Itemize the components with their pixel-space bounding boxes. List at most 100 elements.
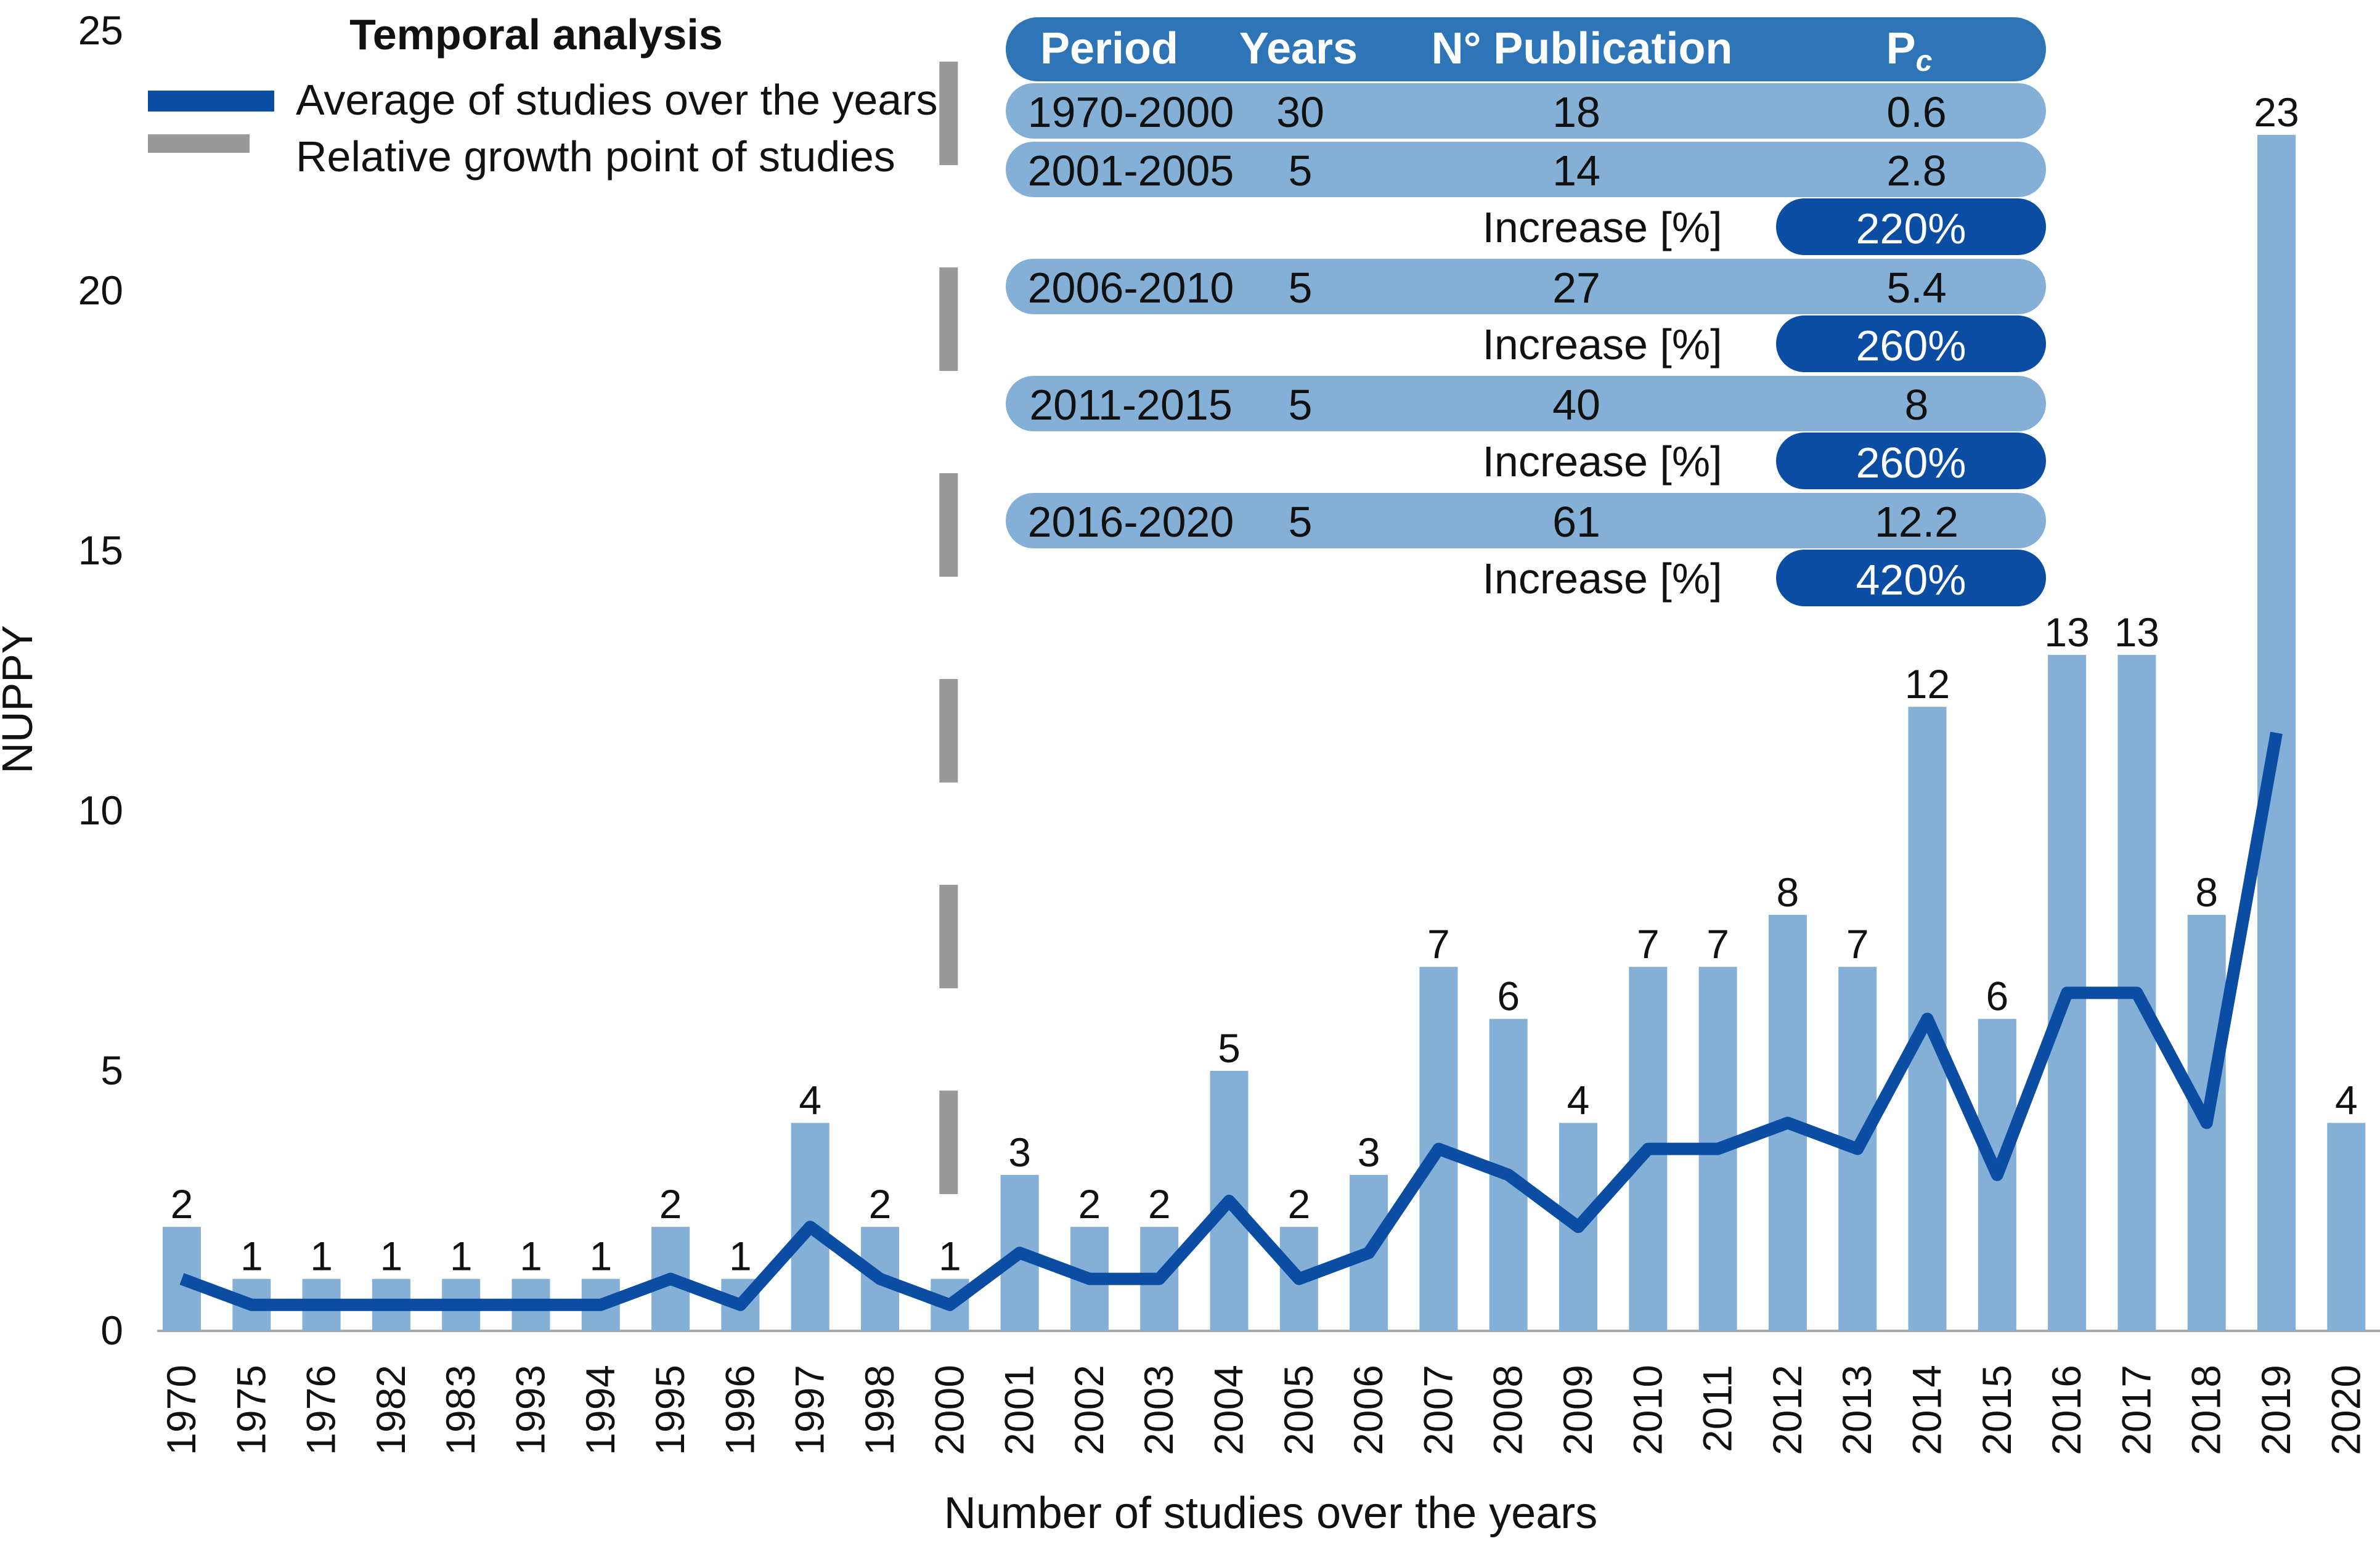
bar-2020: [2327, 1123, 2366, 1331]
table-cell-publications: 27: [1552, 264, 1600, 312]
bar-value-label-2019: 23: [2254, 89, 2299, 135]
bar-value-label-2014: 12: [1905, 661, 1950, 707]
x-tick-label-2014: 2014: [1904, 1365, 1950, 1455]
legend-title: Temporal analysis: [349, 10, 723, 59]
table-header: [1006, 17, 2046, 81]
table-cell-pc: 5.4: [1886, 264, 1946, 312]
header-pc: Pc: [1886, 24, 1933, 78]
bar-value-label-1982: 1: [380, 1234, 403, 1279]
y-tick-label: 0: [100, 1307, 123, 1353]
increase-label: Increase [%]: [1482, 555, 1722, 603]
table-cell-period: 2016-2020: [1028, 498, 1234, 546]
x-tick-label-2020: 2020: [2323, 1365, 2368, 1455]
x-tick-label-2002: 2002: [1066, 1365, 1112, 1455]
bar-value-label-2020: 4: [2335, 1077, 2358, 1123]
header-years: Years: [1239, 24, 1358, 73]
y-tick-label: 5: [100, 1047, 123, 1093]
bar-value-label-2013: 7: [1846, 921, 1869, 967]
x-tick-label-2009: 2009: [1555, 1365, 1600, 1455]
table-cell-years: 5: [1289, 498, 1313, 546]
x-tick-label-2012: 2012: [1764, 1365, 1810, 1455]
legend-label-growth: Relative growth point of studies: [296, 132, 895, 181]
bar-value-label-2010: 7: [1637, 921, 1660, 967]
period-table: Period Years N° Publication Pc 1970-2000…: [1006, 17, 2046, 606]
x-axis-tick-labels: 1970 1975 1976 1982 1983 1993 1994 1995 1996 1997…: [158, 1365, 2368, 1455]
increase-pill: [1776, 315, 2046, 372]
table-cell-publications: 40: [1552, 381, 1600, 429]
y-tick-label: 20: [78, 267, 123, 313]
y-axis-title: NUPPY: [0, 625, 41, 773]
x-tick-label-2008: 2008: [1485, 1365, 1531, 1455]
header-period: Period: [1040, 24, 1178, 73]
x-tick-label-1996: 1996: [717, 1365, 762, 1455]
x-tick-label-1983: 1983: [438, 1365, 483, 1455]
increase-pill: [1776, 433, 2046, 489]
table-cell-period: 2011-2015: [1029, 381, 1233, 429]
x-tick-label-2004: 2004: [1206, 1365, 1252, 1455]
bar-value-label-1995: 2: [659, 1181, 682, 1227]
x-tick-label-2019: 2019: [2253, 1365, 2299, 1455]
bar-value-label-1975: 1: [240, 1234, 263, 1279]
bar-value-label-1996: 1: [729, 1234, 752, 1279]
bar-value-label-2012: 8: [1777, 869, 1799, 915]
increase-value: 420%: [1856, 556, 1966, 604]
x-tick-label-2017: 2017: [2113, 1365, 2159, 1455]
header-publications: N° Publication: [1432, 24, 1733, 73]
table-cell-years: 5: [1289, 147, 1313, 195]
table-row: [1006, 493, 2046, 548]
bar-value-label-2002: 2: [1078, 1181, 1101, 1227]
x-tick-label-1975: 1975: [228, 1365, 274, 1455]
bar-value-label-2005: 2: [1287, 1181, 1310, 1227]
average-line: [179, 731, 2283, 1311]
x-tick-label-2005: 2005: [1276, 1365, 1321, 1455]
increase-pill: [1776, 550, 2046, 606]
increase-value: 260%: [1856, 439, 1966, 487]
x-tick-label-2010: 2010: [1624, 1365, 1670, 1455]
bar-value-label-2003: 2: [1148, 1181, 1171, 1227]
x-tick-label-1995: 1995: [647, 1365, 693, 1455]
x-tick-label-2001: 2001: [996, 1365, 1042, 1455]
bar-value-label-2018: 8: [2195, 869, 2218, 915]
x-tick-label-2016: 2016: [2044, 1365, 2089, 1455]
bar-value-label-1970: 2: [171, 1181, 194, 1227]
x-tick-label-1998: 1998: [857, 1365, 902, 1455]
x-tick-label-1982: 1982: [368, 1365, 414, 1455]
table-cell-pc: 2.8: [1886, 147, 1946, 195]
increase-value: 260%: [1856, 322, 1966, 370]
bar-value-label-2016: 13: [2044, 609, 2089, 655]
bar-value-label-2009: 4: [1567, 1077, 1590, 1123]
x-axis-title: Number of studies over the years: [944, 1489, 1598, 1538]
table-cell-period: 2001-2005: [1028, 147, 1234, 195]
x-tick-label-2018: 2018: [2183, 1365, 2229, 1455]
bar-value-label-1994: 1: [589, 1234, 612, 1279]
table-cell-years: 5: [1289, 381, 1313, 429]
table-cell-period: 1970-2000: [1028, 88, 1234, 136]
increase-pill: [1776, 198, 2046, 255]
bar-value-label-2006: 3: [1358, 1129, 1380, 1175]
y-tick-label: 25: [78, 7, 123, 53]
increase-label: Increase [%]: [1482, 203, 1722, 251]
bar-value-label-2000: 1: [939, 1234, 961, 1279]
table-row: [1006, 142, 2046, 197]
x-tick-label-2011: 2011: [1695, 1365, 1740, 1452]
legend-swatch-growth: [148, 134, 250, 153]
x-tick-label-1994: 1994: [577, 1365, 623, 1455]
legend-swatch-average: [148, 91, 274, 112]
table-cell-years: 5: [1289, 264, 1313, 312]
bar-value-label-1993: 1: [520, 1234, 542, 1279]
table-cell-publications: 14: [1552, 147, 1600, 195]
legend: Temporal analysis Average of studies ove…: [148, 10, 938, 181]
bar-value-label-1983: 1: [450, 1234, 473, 1279]
table-cell-years: 30: [1276, 88, 1324, 136]
table-row: [1006, 376, 2046, 431]
table-cell-publications: 61: [1552, 498, 1600, 546]
table-row: [1006, 259, 2046, 314]
x-tick-label-1970: 1970: [158, 1365, 204, 1455]
bar-value-label-1998: 2: [869, 1181, 892, 1227]
y-tick-label: 15: [78, 527, 123, 573]
increase-label: Increase [%]: [1482, 437, 1722, 486]
table-cell-pc: 12.2: [1875, 498, 1958, 546]
x-tick-label-1993: 1993: [508, 1365, 553, 1455]
